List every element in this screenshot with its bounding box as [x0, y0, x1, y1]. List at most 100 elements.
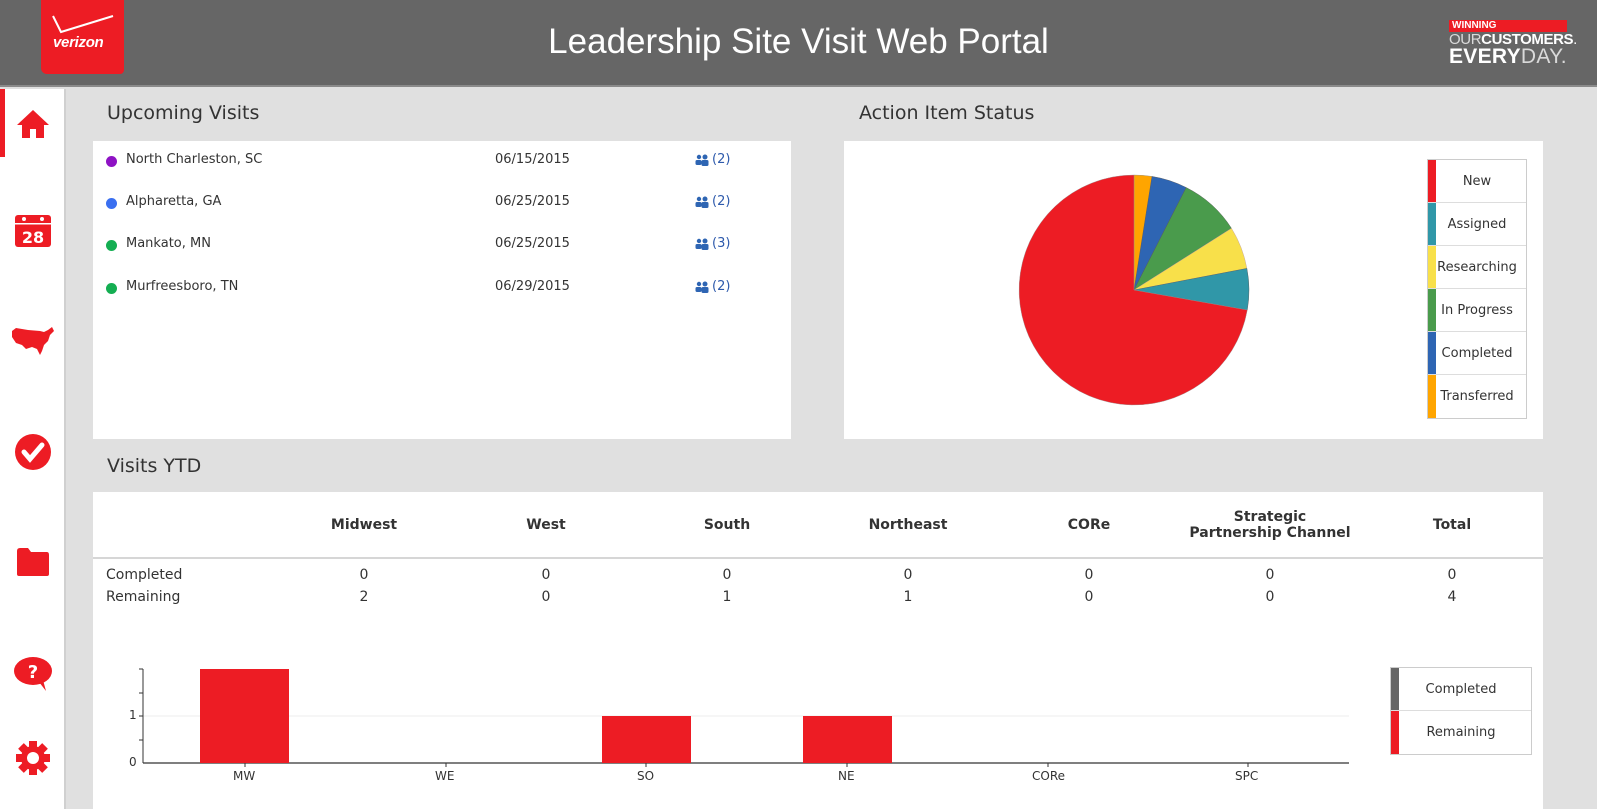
column-header-core: CORe: [999, 492, 1179, 559]
x-tick-label: WE: [435, 769, 455, 783]
check-circle-icon: [15, 434, 51, 470]
cell: 0: [359, 566, 369, 583]
folder-icon: [17, 548, 49, 576]
tagline-line3: EVERYDAY.: [1449, 45, 1567, 68]
users-icon: [695, 196, 709, 208]
visit-row[interactable]: Murfreesboro, TN 06/29/2015 (2): [93, 278, 793, 298]
logo-text: verizon: [53, 34, 104, 51]
legend-item-assigned[interactable]: Assigned: [1428, 203, 1526, 246]
sidebar-item-settings[interactable]: [0, 723, 66, 793]
users-icon: [695, 281, 709, 293]
upcoming-visits-title: Upcoming Visits: [107, 102, 260, 124]
row-label-remaining: Remaining: [106, 589, 181, 605]
column-header-west: West: [455, 492, 637, 559]
pie-slice-new: [1018, 174, 1248, 406]
legend-item-transferred[interactable]: Transferred: [1428, 375, 1526, 418]
cell: 1: [722, 589, 732, 605]
sidebar-item-help[interactable]: ?: [0, 639, 66, 709]
sidebar-nav: 28 ?: [0, 89, 66, 809]
tagline-line2: OURCUSTOMERS.: [1449, 31, 1577, 48]
header-bar: verizon Leadership Site Visit Web Portal…: [0, 0, 1597, 87]
legend-swatch: [1391, 711, 1399, 754]
legend-item-new[interactable]: New: [1428, 160, 1526, 203]
gear-icon: [16, 741, 50, 775]
row-label-completed: Completed: [106, 566, 183, 583]
cell: 0: [1447, 566, 1457, 583]
action-status-panel: New Assigned Researching In Progress Com…: [844, 141, 1543, 439]
users-icon: [695, 154, 709, 166]
visit-date: 06/29/2015: [495, 279, 570, 294]
legend-item-researching[interactable]: Researching: [1428, 246, 1526, 289]
x-tick-label: NE: [838, 769, 855, 783]
bar-chart-svg: [139, 668, 1349, 767]
x-tick-label: SPC: [1235, 769, 1259, 783]
usa-map-icon: [12, 327, 54, 355]
visits-ytd-legend: Completed Remaining: [1390, 667, 1532, 755]
bar-so-remaining: [602, 716, 691, 763]
table-row: Completed 0 0 0 0 0 0 0: [93, 558, 1543, 584]
visit-row[interactable]: North Charleston, SC 06/15/2015 (2): [93, 151, 793, 171]
visit-location[interactable]: Murfreesboro, TN: [126, 279, 239, 294]
action-status-legend: New Assigned Researching In Progress Com…: [1427, 159, 1527, 419]
cell: 0: [903, 566, 913, 583]
action-status-pie-chart[interactable]: [1014, 171, 1254, 411]
bar-mw-remaining: [200, 669, 289, 763]
action-status-title: Action Item Status: [859, 102, 1035, 124]
visit-region-dot: [106, 198, 117, 209]
legend-swatch: [1391, 668, 1399, 710]
visit-row[interactable]: Mankato, MN 06/25/2015 (3): [93, 235, 793, 255]
users-icon: [695, 238, 709, 250]
visit-attendees-link[interactable]: (2): [695, 194, 730, 209]
column-header-northeast: Northeast: [817, 492, 999, 559]
sidebar-item-calendar[interactable]: 28: [0, 196, 66, 266]
upcoming-visits-panel: North Charleston, SC 06/15/2015 (2) Alph…: [93, 141, 791, 439]
visit-location[interactable]: Alpharetta, GA: [126, 194, 222, 209]
column-header-spc: Strategic Partnership Channel: [1179, 492, 1361, 559]
cell: 2: [359, 589, 369, 605]
visits-ytd-table: Midwest West South Northeast CORe Strate…: [93, 492, 1543, 610]
visit-attendees-link[interactable]: (2): [695, 152, 730, 167]
sidebar-item-documents[interactable]: [0, 527, 66, 597]
x-tick-label: MW: [233, 769, 256, 783]
visit-row[interactable]: Alpharetta, GA 06/25/2015 (2): [93, 193, 793, 213]
visit-attendees-link[interactable]: (2): [695, 279, 730, 294]
legend-swatch: [1428, 289, 1436, 331]
svg-text:?: ?: [28, 662, 38, 683]
help-bubble-icon: ?: [14, 657, 52, 691]
legend-item-completed[interactable]: Completed: [1428, 332, 1526, 375]
cell: 0: [1084, 566, 1094, 583]
sidebar-item-action-items[interactable]: [0, 417, 66, 487]
visit-date: 06/25/2015: [495, 236, 570, 251]
cell: 0: [722, 566, 732, 583]
tagline-logo: WINNING OURCUSTOMERS. EVERYDAY.: [1449, 20, 1577, 68]
cell: 1: [903, 589, 913, 605]
legend-item-remaining[interactable]: Remaining: [1391, 711, 1531, 754]
visits-ytd-bar-chart[interactable]: 1 0 MW WE SO NE CORe SPC: [93, 662, 1363, 809]
tagline-winning: WINNING: [1449, 20, 1567, 32]
calendar-icon: 28: [15, 215, 51, 247]
verizon-logo[interactable]: verizon: [41, 0, 124, 74]
cell: 0: [1084, 589, 1094, 605]
cell: 0: [1265, 566, 1275, 583]
column-header-total: Total: [1361, 492, 1543, 559]
visit-date: 06/25/2015: [495, 194, 570, 209]
visit-region-dot: [106, 240, 117, 251]
table-header-row: Midwest West South Northeast CORe Strate…: [93, 492, 1543, 559]
visit-date: 06/15/2015: [495, 152, 570, 167]
visit-location[interactable]: Mankato, MN: [126, 236, 211, 251]
column-header-south: South: [637, 492, 817, 559]
sidebar-item-map[interactable]: [0, 306, 66, 376]
legend-item-completed[interactable]: Completed: [1391, 668, 1531, 711]
cell: 0: [541, 566, 551, 583]
sidebar-item-home[interactable]: [0, 89, 66, 159]
x-tick-label: CORe: [1032, 769, 1066, 783]
column-header-midwest: Midwest: [273, 492, 455, 559]
visit-attendees-link[interactable]: (3): [695, 236, 730, 251]
legend-item-in-progress[interactable]: In Progress: [1428, 289, 1526, 332]
bar-ne-remaining: [803, 716, 892, 763]
legend-swatch: [1428, 203, 1436, 245]
legend-swatch: [1428, 375, 1436, 418]
page-title: Leadership Site Visit Web Portal: [548, 22, 1049, 61]
svg-text:28: 28: [22, 228, 44, 247]
visit-location[interactable]: North Charleston, SC: [126, 152, 263, 167]
